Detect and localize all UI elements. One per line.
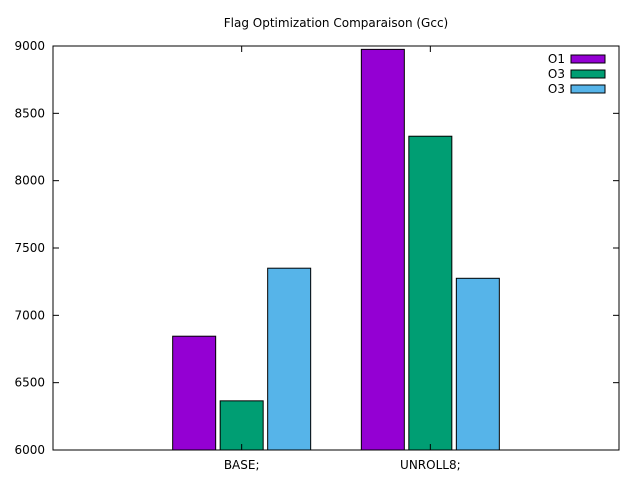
y-tick-label: 7000 (14, 308, 45, 322)
bars (172, 48, 500, 451)
bar-o3-2-1 (408, 135, 453, 451)
legend-label: O1 (548, 52, 565, 66)
x-tick-label: BASE; (224, 458, 260, 472)
y-tick-label: 8500 (14, 106, 45, 120)
legend-swatch (570, 69, 606, 79)
y-axis: 6000 6500 7000 7500 8000 8500 9000 (14, 39, 619, 457)
y-tick-label: 9000 (14, 39, 45, 53)
chart-title: Flag Optimization Comparaison (Gcc) (224, 16, 448, 30)
x-tick-label: UNROLL8; (400, 458, 461, 472)
bar-o1-1-0 (172, 335, 217, 451)
y-tick-label: 8000 (14, 174, 45, 188)
y-tick-label: 7500 (14, 241, 45, 255)
y-tick-label: 6500 (14, 376, 45, 390)
legend-swatch (570, 54, 606, 64)
legend-label: O3 (548, 82, 565, 96)
plot-frame (52, 45, 620, 451)
legend-label: O3 (548, 67, 565, 81)
y-tick-label: 6000 (14, 443, 45, 457)
bar-o3-2-0 (219, 400, 264, 451)
x-axis: BASE; UNROLL8; (224, 46, 461, 472)
bar-o3-3-1 (455, 277, 500, 451)
legend-swatch (570, 84, 606, 94)
bar-o3-3-0 (267, 267, 312, 451)
bar-o1-1-1 (360, 48, 405, 451)
